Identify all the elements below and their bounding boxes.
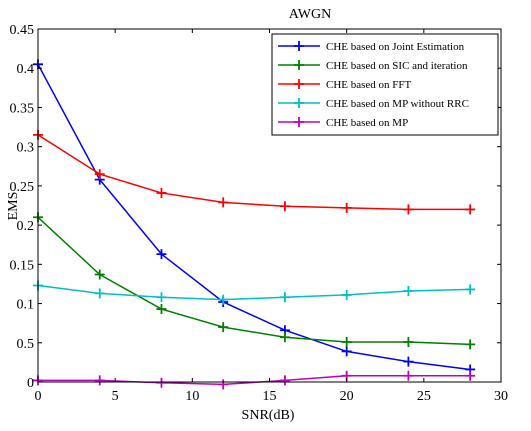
legend-marker [294, 60, 304, 70]
data-point [279, 332, 290, 343]
data-point [94, 375, 105, 386]
legend-marker [294, 41, 304, 51]
data-point [156, 249, 167, 260]
legend-label: CHE based on SIC and iteration [326, 60, 468, 72]
legend-item: CHE based on SIC and iteration [278, 60, 468, 72]
data-point [341, 202, 352, 213]
data-point [403, 336, 414, 347]
y-tick-label: 0.2 [17, 219, 35, 234]
legend-marker [294, 98, 304, 108]
legend-label: CHE based on MP [326, 117, 408, 129]
y-tick-label: 0.3 [17, 141, 35, 156]
series-line [37, 63, 471, 371]
y-tick-label: 0.4 [17, 62, 35, 77]
y-axis-title: EMS [6, 192, 21, 221]
legend-label: CHE based on FFT [326, 79, 412, 91]
legend-item: CHE based on Joint Estimation [278, 41, 465, 53]
x-tick-label: 30 [494, 389, 508, 404]
legend-marker [294, 117, 304, 127]
data-point [156, 377, 167, 388]
y-tick-label: 0 [27, 376, 34, 391]
x-tick-label: 0 [35, 389, 42, 404]
series-line [37, 284, 471, 301]
series-3 [33, 129, 476, 215]
data-point [403, 286, 414, 297]
data-point [218, 197, 229, 208]
data-point [341, 336, 352, 347]
chart-title: AWGN [289, 7, 331, 22]
data-point [465, 204, 476, 215]
data-point [403, 204, 414, 215]
data-point [218, 294, 229, 305]
data-point [218, 379, 229, 390]
x-tick-label: 10 [185, 389, 199, 404]
legend-marker [294, 79, 304, 89]
y-tick-label: 0.25 [10, 180, 35, 195]
x-tick-label: 5 [112, 389, 119, 404]
data-point [341, 346, 352, 357]
data-point [403, 370, 414, 381]
series-line [37, 216, 471, 346]
data-point [341, 289, 352, 300]
legend-label: CHE based on MP without RRC [326, 98, 469, 110]
data-point [403, 356, 414, 367]
data-point [465, 370, 476, 381]
data-point [156, 187, 167, 198]
legend-item: CHE based on MP [278, 117, 408, 129]
data-point [279, 375, 290, 386]
y-tick-label: 0.1 [17, 298, 35, 313]
y-tick-label: 0.45 [10, 23, 35, 38]
data-point [94, 288, 105, 299]
y-tick-label: 0.15 [10, 258, 35, 273]
y-tick-label: 0.35 [10, 101, 35, 116]
data-point [94, 269, 105, 280]
y-tick-label: 0.5 [17, 337, 35, 352]
data-point [279, 292, 290, 303]
x-tick-label: 20 [340, 389, 354, 404]
data-point [156, 292, 167, 303]
series-line [37, 134, 471, 211]
data-point [279, 201, 290, 212]
legend-item: CHE based on MP without RRC [278, 98, 469, 110]
legend-item: CHE based on FFT [278, 79, 412, 91]
x-tick-label: 25 [417, 389, 431, 404]
legend: CHE based on Joint Estimation CHE based o… [271, 33, 499, 136]
x-tick-label: 15 [263, 389, 277, 404]
legend-label: CHE based on Joint Estimation [326, 41, 465, 53]
data-point [94, 169, 105, 180]
data-point [218, 322, 229, 333]
x-axis-title: SNR(dB) [242, 408, 295, 423]
data-point [465, 339, 476, 350]
axis-ticks: 0 5 10 15 20 25 30 0 0.5 0.1 0.15 0.2 0.25 0.3 0.35 0.4… [10, 23, 509, 404]
data-point [465, 284, 476, 295]
data-point [156, 304, 167, 315]
